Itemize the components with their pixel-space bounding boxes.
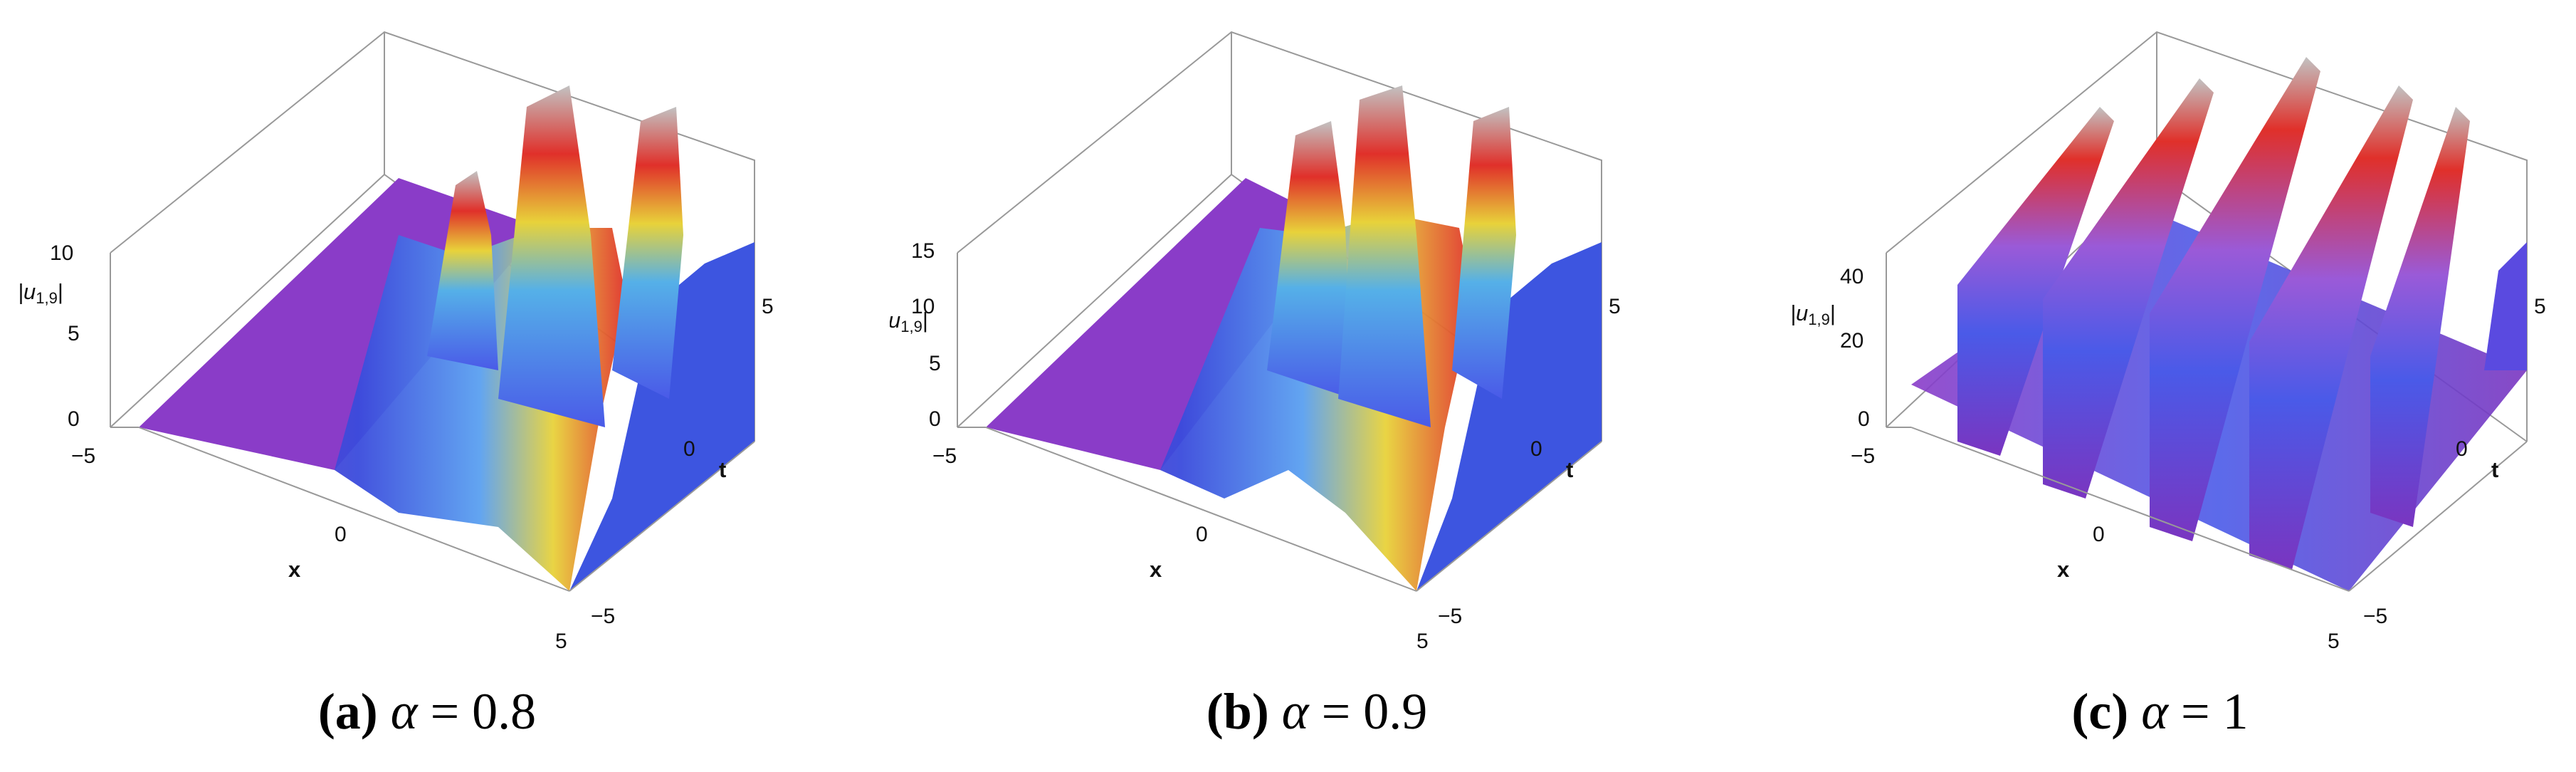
t-tick-a-0: −5 [591,605,615,628]
panel-c: 0 20 40 |u1,9| −5 0 5 x −5 0 5 t (c) α =… [1744,0,2576,772]
t-tick-a-2: 5 [762,295,774,318]
z-axis-label-a: |u1,9| [18,279,63,307]
ridge-3-c [2150,57,2320,541]
z-tick-b-0: 0 [929,407,941,431]
t-tick-c-1: 0 [2456,437,2468,461]
ridge-5-c [2370,107,2470,527]
ridge-3-a [612,107,683,399]
surface-plot-b: 0 5 10 15 |u1,9| −5 0 5 x −5 0 5 t [890,31,1621,653]
bounding-box-front-c [1886,427,2528,592]
z-tick-b-2: 10 [911,295,935,318]
x-tick-a-1: 0 [335,523,347,546]
z-tick-a-2: 10 [50,241,73,265]
t-tick-a-1: 0 [683,437,695,461]
t-tick-c-2: 5 [2534,295,2546,318]
bounding-box-front-b [957,427,1602,592]
ridge-1-c [1957,107,2114,456]
x-tick-c-2: 5 [2328,630,2340,653]
x-tick-c-1: 0 [2093,523,2105,546]
ridge-1-b [1267,121,1352,399]
bounding-box-front-a [110,427,755,592]
surface-plot-a: 0 5 10 |u1,9| −5 0 5 x −5 0 5 t [18,31,774,653]
ridge-1-a [427,171,498,370]
z-tick-a-0: 0 [68,407,80,431]
t-axis-label-b: t [1566,457,1573,482]
z-tick-a-1: 5 [68,322,80,345]
z-tick-c-1: 20 [1840,329,1863,353]
surface-front-wall-b [1416,242,1602,591]
t-tick-b-2: 5 [1609,295,1621,318]
surface-plot-c: 0 20 40 |u1,9| −5 0 5 x −5 0 5 t [1790,31,2546,653]
x-tick-b-2: 5 [1416,630,1429,653]
t-axis-label-a: t [719,457,726,482]
surface-body-a [139,228,626,591]
ridge-2-a [498,85,605,427]
z-axis-label-b: |u1,9| [890,308,928,335]
z-axis-label-c: |u1,9| [1790,301,1836,328]
t-tick-b-1: 0 [1530,437,1542,461]
t-tick-b-0: −5 [1438,605,1462,628]
x-tick-c-0: −5 [1851,444,1875,468]
panel-b: 0 5 10 15 |u1,9| −5 0 5 x −5 0 5 t (b) α… [890,0,1744,772]
t-axis-label-c: t [2491,457,2498,482]
z-tick-b-3: 15 [911,239,935,263]
x-axis-label-a: x [288,557,301,582]
surface-edge-c [2484,242,2527,370]
caption-a: (a) α = 0.8 [317,683,537,740]
z-tick-c-2: 40 [1840,265,1863,288]
ridge-2-b [1338,85,1431,427]
x-tick-a-2: 5 [555,630,567,653]
x-tick-b-0: −5 [932,444,957,468]
z-tick-b-1: 5 [929,352,941,375]
x-axis-label-b: x [1150,557,1162,582]
panel-a: 0 5 10 |u1,9| −5 0 5 x −5 0 5 t (a) α = … [0,0,854,772]
caption-c: (c) α = 1 [2071,683,2249,740]
x-tick-b-1: 0 [1196,523,1208,546]
ridge-4-c [2249,85,2413,570]
caption-b: (b) α = 0.9 [1206,683,1428,740]
ridge-2-c [2043,78,2214,499]
surface-front-wall-a [569,242,755,591]
t-tick-c-0: −5 [2363,605,2387,628]
x-tick-a-0: −5 [71,444,95,468]
ridge-3-b [1452,107,1516,399]
x-axis-label-c: x [2057,557,2070,582]
z-tick-c-0: 0 [1858,407,1870,431]
